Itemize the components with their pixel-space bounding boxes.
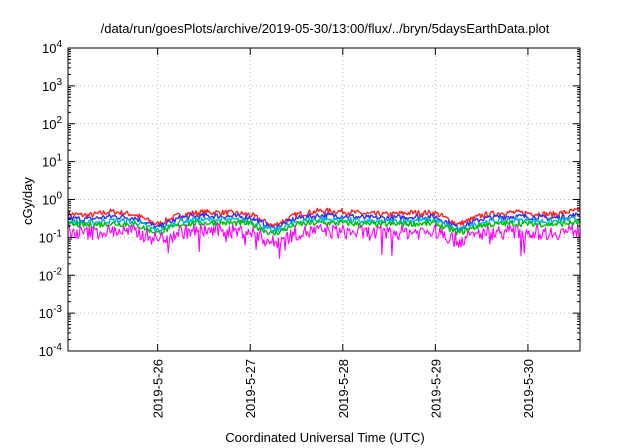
x-tick-label: 2019-5-30 (521, 359, 536, 418)
x-tick-label: 2019-5-27 (243, 359, 258, 418)
y-axis: 10-4 10-3 10-2 10-1 100 101 102 103 104 (39, 39, 580, 359)
x-tick-label: 2019-5-29 (428, 359, 443, 418)
series-line-5 (67, 222, 581, 259)
y-tick-label: 101 (42, 153, 62, 170)
grid (68, 48, 580, 351)
y-tick-label: 102 (42, 115, 62, 132)
y-tick-label: 10-4 (39, 342, 63, 359)
x-axis: 2019-5-26 2019-5-27 2019-5-28 2019-5-29 2019… (151, 48, 536, 418)
y-tick-label: 10-1 (39, 228, 63, 245)
y-tick-label: 10-3 (39, 304, 63, 321)
x-tick-label: 2019-5-26 (151, 359, 166, 418)
y-axis-label: cGy/day (20, 177, 35, 225)
y-tick-label: 10-2 (39, 266, 63, 283)
series-layer (67, 207, 581, 259)
x-tick-label: 2019-5-28 (336, 359, 351, 418)
x-axis-label: Coordinated Universal Time (UTC) (225, 430, 424, 445)
series-line-2 (67, 212, 581, 232)
chart-title: /data/run/goesPlots/archive/2019-05-30/1… (101, 21, 550, 36)
y-tick-label: 103 (42, 77, 62, 94)
y-tick-label: 104 (42, 39, 62, 56)
y-tick-label: 100 (42, 191, 62, 208)
series-line-4 (67, 219, 581, 236)
